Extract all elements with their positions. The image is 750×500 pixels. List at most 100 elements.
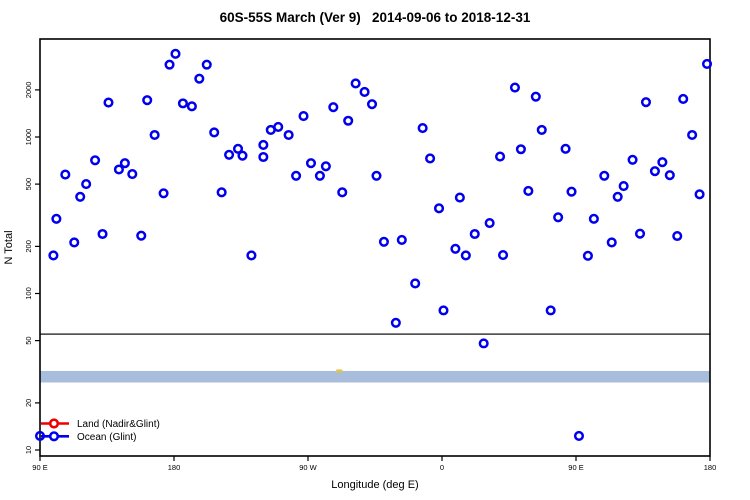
data-point	[366, 99, 378, 110]
data-point	[320, 161, 331, 172]
y-tick-label: 50	[24, 336, 33, 344]
legend-marker	[48, 431, 60, 442]
data-point	[566, 186, 577, 197]
data-point	[186, 101, 197, 112]
data-point	[573, 430, 585, 441]
data-point	[158, 188, 169, 199]
data-point	[103, 97, 114, 108]
data-point	[177, 98, 188, 109]
data-point	[194, 73, 205, 84]
chart-title: 60S-55S March (Ver 9) 2014-09-06 to 2018…	[219, 10, 531, 25]
data-point	[149, 129, 160, 141]
data-point	[216, 187, 227, 198]
y-tick-label: 10	[24, 446, 33, 454]
data-point	[337, 187, 348, 198]
data-point	[657, 157, 668, 168]
x-tick-label: 90 E	[32, 463, 47, 472]
x-tick-label: 180	[704, 463, 717, 472]
data-point	[314, 170, 325, 181]
data-point	[612, 191, 623, 202]
data-point	[201, 59, 212, 70]
x-axis-title: Longitude (deg E)	[331, 479, 418, 491]
data-point	[454, 192, 465, 203]
data-point	[606, 237, 617, 248]
data-point	[237, 150, 248, 161]
data-point	[305, 158, 317, 169]
y-tick-label: 20	[24, 399, 33, 407]
yellow-dash-mark	[336, 369, 343, 373]
data-point	[209, 127, 220, 138]
data-point	[51, 213, 62, 224]
data-point	[371, 170, 382, 181]
data-point	[536, 124, 547, 135]
y-tick-label: 1000	[24, 129, 33, 146]
data-point	[90, 155, 101, 166]
data-point	[75, 191, 86, 202]
data-point	[478, 338, 489, 349]
data-point	[265, 124, 276, 135]
data-point	[425, 153, 436, 164]
data-point	[495, 151, 506, 162]
data-point	[553, 212, 564, 223]
data-point	[664, 170, 675, 181]
data-point	[484, 217, 495, 229]
data-point	[417, 123, 428, 134]
data-point	[48, 250, 59, 261]
data-point	[291, 170, 302, 181]
data-point	[678, 93, 689, 105]
data-point	[701, 58, 713, 69]
data-point	[694, 189, 705, 200]
data-point	[350, 78, 361, 89]
data-point	[649, 166, 660, 177]
data-point	[378, 236, 389, 247]
y-tick-label: 2000	[24, 82, 33, 99]
data-point	[640, 97, 652, 108]
data-point	[69, 237, 80, 248]
data-point	[258, 151, 269, 163]
data-point	[687, 129, 698, 141]
data-point	[582, 250, 593, 261]
data-point	[634, 228, 646, 239]
y-tick-label: 500	[24, 178, 33, 191]
data-point	[142, 95, 153, 106]
data-point	[627, 154, 638, 165]
data-point	[599, 170, 610, 181]
legend-label: Land (Nadir&Glint)	[77, 419, 160, 430]
data-point	[530, 91, 541, 102]
data-point	[232, 143, 244, 154]
data-point	[170, 48, 181, 59]
data-point	[672, 230, 683, 242]
x-tick-label: 180	[168, 463, 181, 472]
y-tick-label: 100	[24, 287, 33, 300]
data-point	[433, 203, 445, 214]
y-tick-label: 200	[24, 240, 33, 253]
data-point	[97, 228, 108, 240]
data-point	[359, 86, 370, 98]
data-point	[136, 230, 147, 241]
data-point	[560, 143, 571, 154]
data-point	[460, 250, 471, 261]
plot-box	[39, 38, 711, 457]
data-point	[410, 278, 421, 289]
data-point	[224, 149, 235, 160]
data-point	[618, 180, 629, 192]
data-point	[509, 82, 521, 93]
legend-label: Ocean (Glint)	[77, 432, 136, 443]
x-tick-label: 90 W	[299, 463, 317, 472]
data-point	[396, 234, 407, 245]
data-point	[283, 129, 294, 141]
data-point	[497, 250, 509, 261]
data-point	[258, 139, 269, 150]
data-point	[523, 185, 534, 197]
x-tick-label: 0	[440, 463, 444, 472]
data-point	[113, 164, 124, 175]
data-point	[390, 317, 401, 328]
data-point	[515, 144, 526, 155]
data-point	[545, 305, 556, 316]
legend-marker	[48, 418, 60, 429]
data-point	[81, 179, 92, 190]
y-axis-title: N Total	[3, 230, 15, 264]
data-point	[246, 250, 257, 261]
